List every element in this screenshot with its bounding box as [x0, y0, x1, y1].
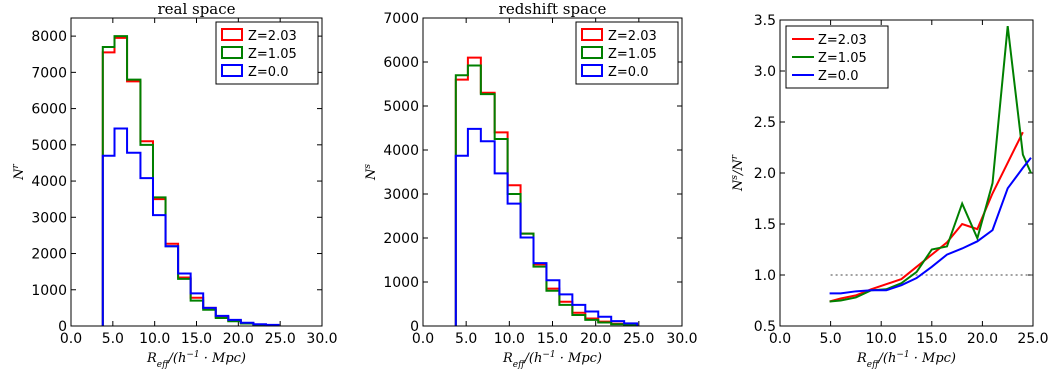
- legend-label: Z=0.0: [608, 65, 648, 80]
- legend-swatch: [221, 64, 243, 77]
- y-tick-label: 1.0: [754, 268, 776, 284]
- x-tick-label: 5.0: [819, 331, 841, 347]
- y-tick-label: 2.0: [754, 166, 776, 182]
- chart-title: redshift space: [499, 0, 607, 18]
- y-axis-label: Ns/Nr: [730, 154, 746, 192]
- legend: [575, 21, 679, 85]
- y-tick-label: 2.5: [754, 115, 776, 131]
- axes-frame: [70, 17, 323, 327]
- x-tick-label: 15.0: [916, 331, 947, 347]
- x-tick-label: 10.0: [139, 331, 170, 347]
- y-tick-label: 4000: [31, 174, 67, 190]
- legend-swatch: [221, 46, 243, 59]
- series-Z=1.05: [454, 64, 639, 326]
- y-tick-label: 1000: [31, 283, 67, 299]
- x-tick-label: 30.0: [666, 331, 697, 347]
- y-tick-label: 0: [410, 319, 419, 335]
- x-axis-label: Reff/(h−1 · Mpc): [502, 350, 602, 370]
- x-tick-label: 25.0: [1017, 331, 1048, 347]
- series-Z=0.0: [829, 157, 1032, 295]
- x-tick-label: 0.0: [60, 331, 82, 347]
- x-tick-label: 0.0: [412, 331, 434, 347]
- y-tick-label: 7000: [31, 65, 67, 81]
- legend: [215, 21, 319, 85]
- y-tick-label: 3000: [383, 187, 419, 203]
- x-tick-label: 5.0: [102, 331, 124, 347]
- legend-label: Z=0.0: [818, 69, 858, 84]
- plot-area: [454, 56, 639, 326]
- legend-label: Z=2.03: [248, 29, 297, 44]
- x-tick-label: 20.0: [580, 331, 611, 347]
- series-Z=2.03: [829, 131, 1024, 303]
- y-tick-label: 3000: [31, 210, 67, 226]
- y-tick-label: 2000: [31, 247, 67, 263]
- axes-frame: [422, 17, 683, 327]
- legend-swatch: [581, 46, 603, 59]
- y-tick-label: 7000: [383, 11, 419, 27]
- y-tick-label: 8000: [31, 29, 67, 45]
- y-tick-label: 3.5: [754, 13, 776, 29]
- panel-real-space: 0.0 5.0 10.0 15.0 20.0 25.0 30.0 0 1000 2000 3000 4…: [11, 0, 338, 370]
- x-tick-label: 25.0: [265, 331, 296, 347]
- y-axis-label: Nr: [11, 163, 27, 180]
- x-axis-label: Reff/(h−1 · Mpc): [856, 350, 956, 370]
- y-tick-label: 0: [58, 319, 67, 335]
- x-tick-label: 20.0: [223, 331, 254, 347]
- y-tick-label: 5000: [31, 138, 67, 154]
- legend-label: Z=1.05: [818, 51, 867, 66]
- series-Z=0.0: [454, 127, 639, 326]
- legend-label: Z=1.05: [608, 47, 657, 62]
- x-tick-label: 10.0: [494, 331, 525, 347]
- legend-swatch: [221, 28, 243, 41]
- x-tick-label: 15.0: [537, 331, 568, 347]
- legend-swatch: [581, 28, 603, 41]
- x-axis-label: Reff/(h−1 · Mpc): [146, 350, 246, 370]
- y-tick-label: 3.0: [754, 64, 776, 80]
- y-tick-label: 1000: [383, 275, 419, 291]
- chart-title: real space: [157, 0, 235, 18]
- y-tick-label: 5000: [383, 99, 419, 115]
- series-Z=1.05: [829, 26, 1032, 303]
- plot-area: [101, 35, 280, 326]
- panel-ratio: 0.0 5.0 10.0 15.0 20.0 25.0 0.5 1.0 1.5 2.0 2.5 3.0…: [730, 13, 1049, 370]
- y-tick-label: 0.5: [754, 319, 776, 335]
- x-tick-label: 0.0: [769, 331, 791, 347]
- x-tick-label: 5.0: [455, 331, 477, 347]
- x-tick-label: 30.0: [306, 331, 337, 347]
- series-Z=0.0: [101, 127, 280, 326]
- axes-frame: [779, 19, 1034, 327]
- y-tick-label: 2000: [383, 231, 419, 247]
- y-tick-label: 1.5: [754, 217, 776, 233]
- legend-label: Z=2.03: [818, 33, 867, 48]
- x-tick-label: 10.0: [866, 331, 897, 347]
- legend-swatch: [581, 64, 603, 77]
- panel-redshift-space: 0.0 5.0 10.0 15.0 20.0 25.0 30.0 0 1000 2000 3000 4…: [363, 0, 698, 370]
- legend-label: Z=1.05: [248, 47, 297, 62]
- plot-area: [829, 26, 1033, 303]
- y-tick-label: 4000: [383, 143, 419, 159]
- x-tick-label: 15.0: [181, 331, 212, 347]
- y-tick-label: 6000: [383, 55, 419, 71]
- legend-label: Z=2.03: [608, 29, 657, 44]
- legend-label: Z=0.0: [248, 65, 288, 80]
- y-axis-label: Ns: [363, 164, 379, 181]
- y-tick-label: 6000: [31, 102, 67, 118]
- x-tick-label: 25.0: [623, 331, 654, 347]
- x-tick-label: 20.0: [967, 331, 998, 347]
